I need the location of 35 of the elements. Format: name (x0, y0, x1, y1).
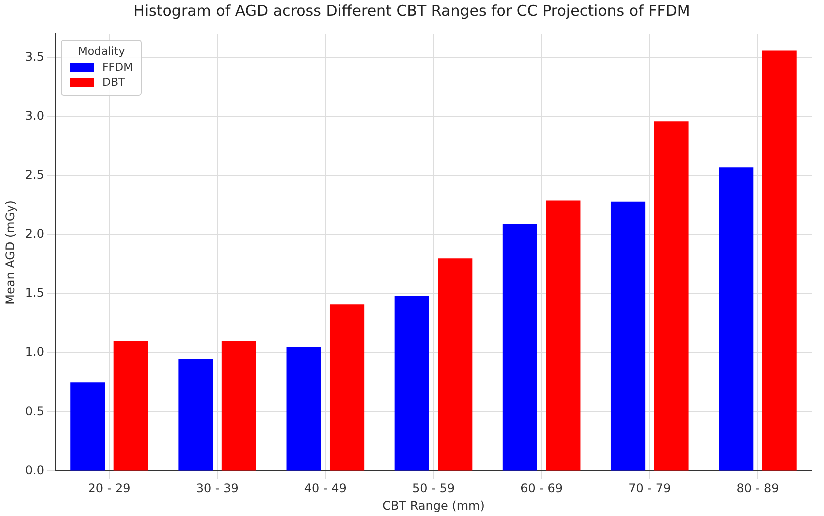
bar (762, 50, 797, 471)
bar (286, 347, 322, 471)
bar (114, 341, 148, 471)
bar (394, 296, 430, 471)
bar (70, 382, 106, 471)
legend-title: Modality (77, 45, 126, 58)
y-tick-label: 2.5 (25, 168, 44, 182)
bar (654, 122, 689, 471)
bar (178, 359, 214, 471)
bar (719, 168, 754, 471)
x-tick-label: 80 - 89 (736, 482, 780, 496)
x-tick-label: 30 - 39 (196, 482, 239, 496)
x-axis-title: CBT Range (mm) (382, 498, 485, 513)
bar (502, 224, 538, 471)
y-axis-title: Mean AGD (mGy) (3, 200, 18, 305)
bar (222, 341, 256, 471)
x-tick-label: 60 - 69 (520, 482, 564, 496)
y-tick-label: 0.0 (25, 463, 44, 478)
y-tick-label: 1.0 (25, 345, 44, 360)
chart-title: Histogram of AGD across Different CBT Ranges for CC Projections of FFDM (132, 2, 692, 20)
x-tick-label: 40 - 49 (304, 482, 347, 496)
y-tick-label: 3.5 (25, 50, 44, 64)
bar (546, 200, 581, 471)
y-tick-label: 0.5 (25, 404, 44, 418)
bar (330, 304, 365, 471)
legend-label: FFDM (102, 61, 134, 74)
x-tick-label: 50 - 59 (412, 482, 455, 496)
legend-label: DBT (102, 76, 126, 90)
x-tick-label: 70 - 79 (628, 482, 672, 496)
y-tick-label: 3.0 (25, 109, 44, 123)
y-tick-label: 2.0 (25, 227, 44, 242)
y-tick-label: 1.5 (25, 286, 44, 300)
bar (438, 258, 473, 471)
bar (610, 202, 646, 471)
x-tick-label: 20 - 29 (88, 482, 131, 496)
